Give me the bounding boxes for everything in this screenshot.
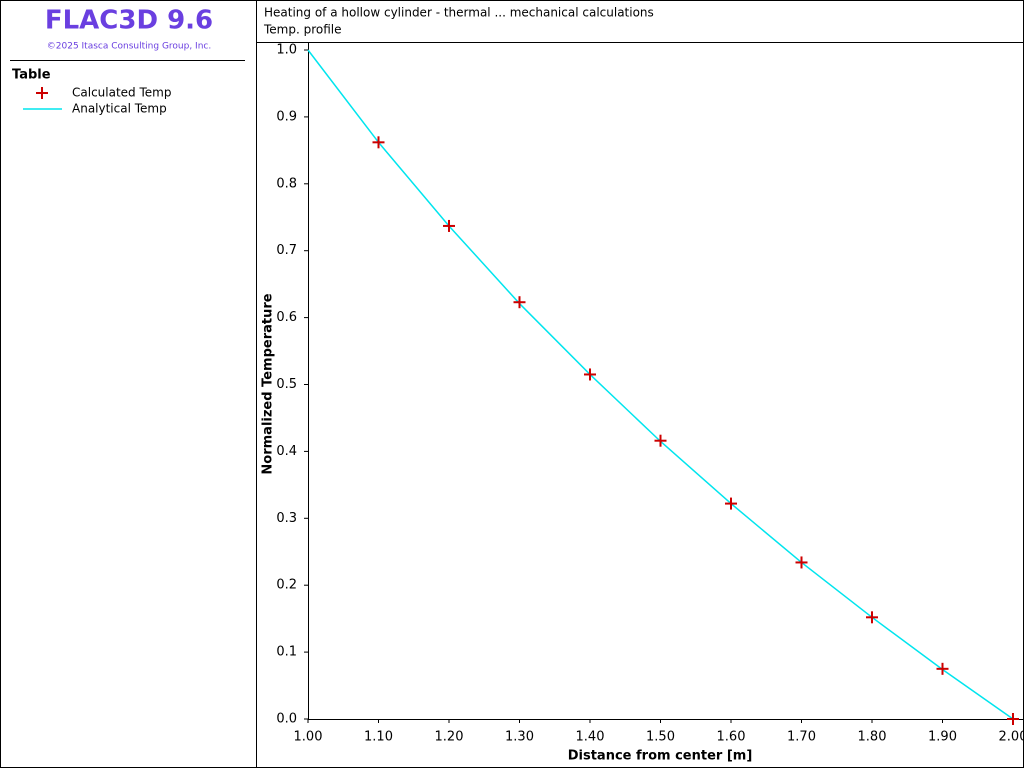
x-tick-label: 1.00: [294, 730, 323, 745]
plus-marker: [654, 434, 667, 447]
y-tick-label: 0.3: [276, 511, 297, 526]
plus-marker: [866, 611, 878, 624]
x-tick-label: 1.40: [576, 730, 605, 745]
plus-marker: [372, 136, 385, 149]
x-tick-label: 1.50: [646, 730, 675, 745]
plus-marker: [795, 556, 808, 569]
y-axis-label: Normalized Temperature: [261, 293, 276, 474]
y-tick-label: 0.1: [276, 645, 297, 660]
y-tick-label: 0.7: [276, 243, 297, 258]
x-tick-label: 1.70: [787, 730, 816, 745]
y-tick-label: 0.4: [276, 444, 297, 459]
y-tick-label: 0.8: [276, 176, 297, 191]
chart-title: Heating of a hollow cylinder - thermal .…: [264, 6, 654, 20]
plus-marker: [36, 87, 48, 99]
legend-label: Analytical Temp: [72, 102, 167, 116]
plus-marker: [725, 497, 737, 510]
x-tick-label: 1.80: [858, 730, 887, 745]
app-title: FLAC3D 9.6: [45, 6, 213, 36]
plus-marker: [1007, 713, 1019, 725]
legend-title: Table: [12, 68, 51, 83]
plus-marker: [584, 368, 596, 381]
y-tick-label: 0.5: [276, 377, 297, 392]
y-tick-label: 0.2: [276, 578, 297, 593]
copyright: ©2025 Itasca Consulting Group, Inc.: [47, 42, 211, 52]
x-axis-label: Distance from center [m]: [568, 749, 753, 764]
legend-label: Calculated Temp: [72, 86, 171, 100]
y-tick-label: 1.0: [276, 43, 297, 58]
plus-marker: [443, 219, 455, 232]
x-tick-label: 1.60: [717, 730, 746, 745]
y-tick-label: 0.6: [276, 310, 297, 325]
x-tick-label: 1.30: [505, 730, 534, 745]
x-tick-label: 2.00: [999, 730, 1024, 745]
y-tick-label: 0.9: [276, 109, 297, 124]
plus-marker: [936, 662, 949, 675]
y-tick-label: 0.0: [276, 712, 297, 727]
x-tick-label: 1.90: [928, 730, 957, 745]
chart-subtitle: Temp. profile: [263, 23, 342, 37]
plus-marker: [513, 296, 526, 309]
x-tick-label: 1.10: [364, 730, 393, 745]
x-tick-label: 1.20: [435, 730, 464, 745]
